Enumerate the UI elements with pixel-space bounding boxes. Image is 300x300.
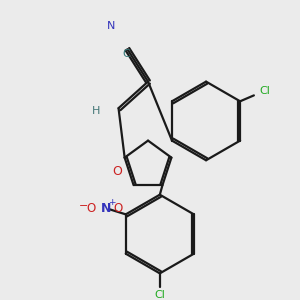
Text: +: + <box>108 198 116 207</box>
Text: Cl: Cl <box>154 290 165 300</box>
Text: C: C <box>122 49 130 59</box>
Text: Cl: Cl <box>260 86 271 96</box>
Text: O: O <box>113 202 122 215</box>
Text: O: O <box>87 202 96 215</box>
Text: N: N <box>101 202 111 215</box>
Text: H: H <box>92 106 100 116</box>
Text: O: O <box>112 165 122 178</box>
Text: N: N <box>106 21 115 31</box>
Text: −: − <box>79 200 88 211</box>
